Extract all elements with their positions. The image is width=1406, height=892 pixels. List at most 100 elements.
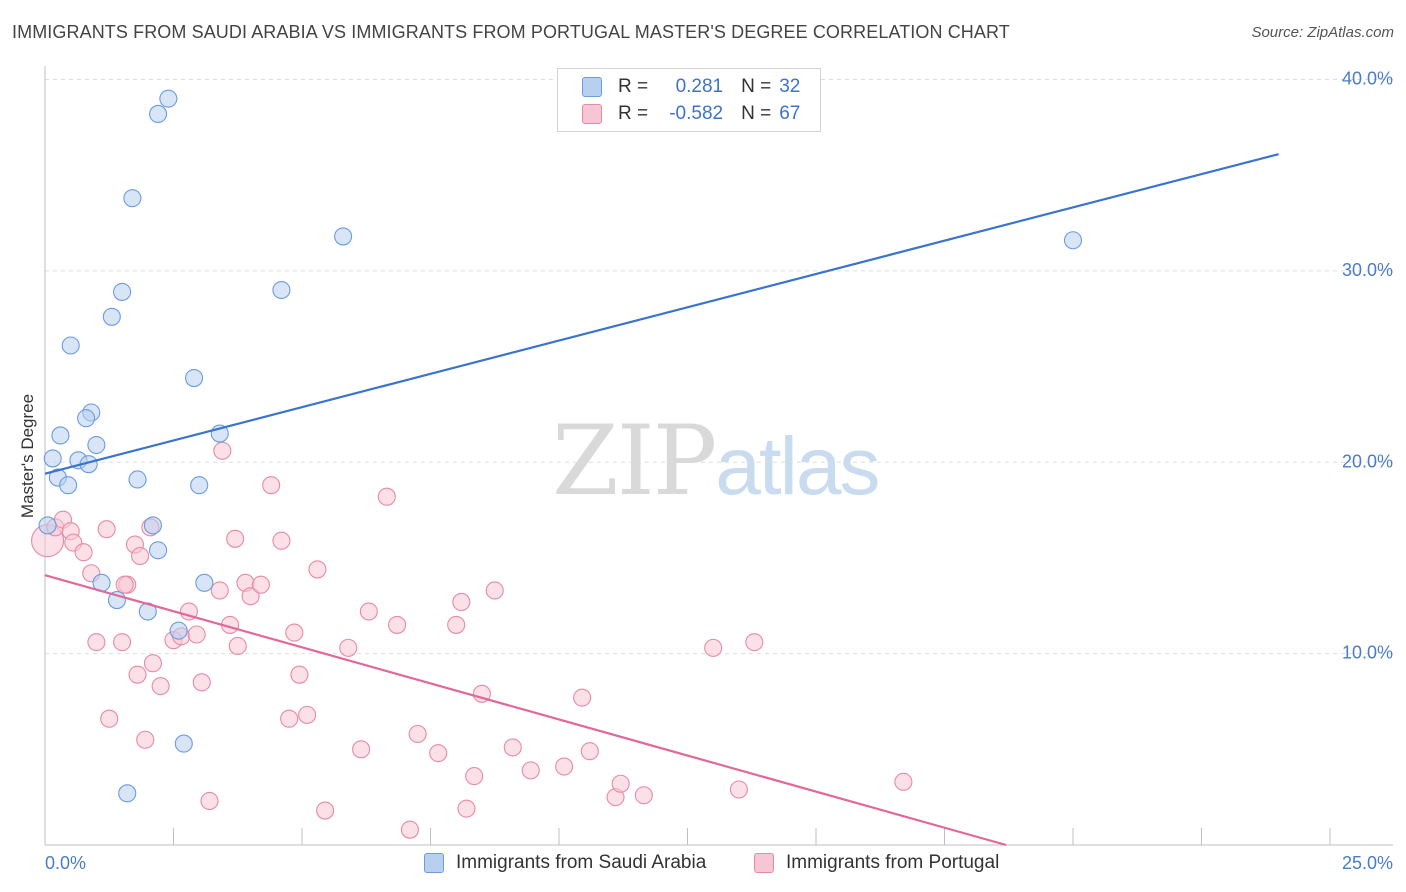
data-point bbox=[729, 780, 748, 799]
x-tick-label: 0.0% bbox=[45, 853, 86, 873]
data-point bbox=[210, 581, 229, 600]
bottom-legend-portugal: Immigrants from Portugal bbox=[754, 852, 999, 874]
data-point bbox=[388, 615, 407, 634]
legend-r-label: R = bbox=[618, 103, 649, 124]
data-point bbox=[97, 520, 116, 539]
data-point bbox=[894, 772, 913, 791]
data-point bbox=[143, 654, 162, 673]
data-point bbox=[485, 581, 504, 600]
data-point bbox=[136, 730, 155, 749]
grid bbox=[45, 79, 1393, 655]
data-point bbox=[113, 282, 132, 301]
y-tick-label: 30.0% bbox=[1342, 260, 1393, 280]
data-point bbox=[400, 820, 419, 839]
series-portugal bbox=[31, 441, 913, 839]
data-point bbox=[151, 677, 170, 696]
data-point bbox=[262, 476, 281, 495]
legend-row-saudi-arabia: R = 0.281 N = 32 bbox=[582, 74, 800, 100]
data-point bbox=[1063, 231, 1083, 250]
trend-line-portugal bbox=[44, 574, 1007, 847]
data-point bbox=[377, 487, 396, 506]
trend-lines bbox=[44, 153, 1279, 847]
data-point bbox=[226, 529, 245, 548]
data-point bbox=[190, 476, 209, 495]
data-point bbox=[128, 665, 147, 684]
data-point bbox=[174, 734, 193, 753]
legend-r-label: R = bbox=[618, 76, 649, 97]
data-point bbox=[316, 801, 335, 820]
data-point bbox=[143, 516, 162, 535]
data-point bbox=[115, 575, 134, 594]
trend-line-saudi-arabia bbox=[44, 153, 1279, 475]
source-credit: Source: ZipAtlas.com bbox=[1251, 24, 1394, 41]
data-point bbox=[611, 774, 630, 793]
data-point bbox=[339, 638, 358, 657]
watermark-zip: ZIP bbox=[552, 405, 717, 517]
data-point bbox=[704, 638, 723, 657]
axes bbox=[44, 66, 1393, 846]
y-tick-label: 10.0% bbox=[1342, 643, 1393, 663]
legend-r-value: -0.582 bbox=[669, 103, 724, 124]
axis-labels: 10.0% 20.0% 30.0% 40.0% 0.0% 25.0% Master's De… bbox=[18, 69, 1393, 874]
series-saudi-arabia bbox=[38, 89, 1083, 803]
data-point bbox=[290, 665, 309, 684]
y-tick-label: 40.0% bbox=[1342, 69, 1393, 89]
data-point bbox=[149, 104, 168, 123]
legend-r-value: 0.281 bbox=[675, 76, 724, 97]
data-point bbox=[102, 307, 121, 326]
data-point bbox=[192, 673, 211, 692]
data-point bbox=[213, 441, 232, 460]
data-point bbox=[59, 476, 78, 495]
data-point bbox=[74, 543, 93, 562]
watermark: ZIPatlas bbox=[552, 405, 880, 517]
legend-n-label: N = bbox=[741, 76, 772, 97]
bottom-legend-saudi-arabia: Immigrants from Saudi Arabia bbox=[424, 852, 706, 874]
data-point bbox=[113, 633, 132, 652]
bottom-legend-label: Immigrants from Saudi Arabia bbox=[456, 852, 707, 873]
x-tick-label: 25.0% bbox=[1342, 853, 1393, 873]
data-point bbox=[272, 280, 291, 300]
data-point bbox=[634, 786, 653, 805]
data-point bbox=[457, 799, 476, 818]
data-point bbox=[352, 740, 371, 759]
legend-swatch-pink bbox=[582, 104, 602, 124]
legend-n-value: 32 bbox=[779, 76, 801, 97]
y-axis-label: Master's Degree bbox=[18, 394, 37, 518]
data-point bbox=[61, 336, 80, 355]
data-point bbox=[408, 724, 427, 744]
data-point bbox=[272, 531, 291, 550]
chart-title: IMMIGRANTS FROM SAUDI ARABIA VS IMMIGRAN… bbox=[12, 22, 1010, 42]
data-point bbox=[447, 615, 466, 634]
data-point bbox=[100, 709, 119, 728]
data-point bbox=[200, 791, 219, 811]
data-point bbox=[159, 89, 178, 108]
data-point bbox=[429, 744, 448, 763]
data-point bbox=[123, 189, 142, 208]
watermark-atlas: atlas bbox=[715, 421, 880, 512]
data-point bbox=[185, 368, 204, 388]
bottom-legend-swatch-blue bbox=[424, 853, 444, 873]
data-point bbox=[187, 625, 206, 644]
legend-row-portugal: R = -0.582 N = 67 bbox=[582, 101, 800, 127]
legend-swatch-blue bbox=[582, 77, 602, 97]
data-point bbox=[241, 587, 260, 606]
data-point bbox=[465, 767, 484, 786]
data-point bbox=[359, 602, 378, 621]
data-point bbox=[280, 709, 299, 728]
data-point bbox=[251, 575, 270, 594]
data-point bbox=[452, 592, 471, 612]
data-point bbox=[43, 449, 62, 468]
data-point bbox=[308, 560, 327, 579]
legend-n-value: 67 bbox=[779, 103, 801, 124]
data-point bbox=[555, 757, 574, 776]
y-tick-label: 20.0% bbox=[1342, 451, 1393, 471]
bottom-legend-label: Immigrants from Portugal bbox=[786, 852, 1000, 873]
data-point bbox=[521, 761, 540, 780]
correlation-legend: R = 0.281 N = 32 R = -0.582 N = 67 bbox=[557, 68, 821, 132]
data-point bbox=[87, 435, 106, 455]
data-point bbox=[118, 784, 137, 803]
legend-n-label: N = bbox=[741, 103, 772, 124]
data-point bbox=[195, 573, 214, 592]
data-point bbox=[38, 516, 57, 535]
bottom-legend-swatch-pink bbox=[754, 853, 774, 873]
